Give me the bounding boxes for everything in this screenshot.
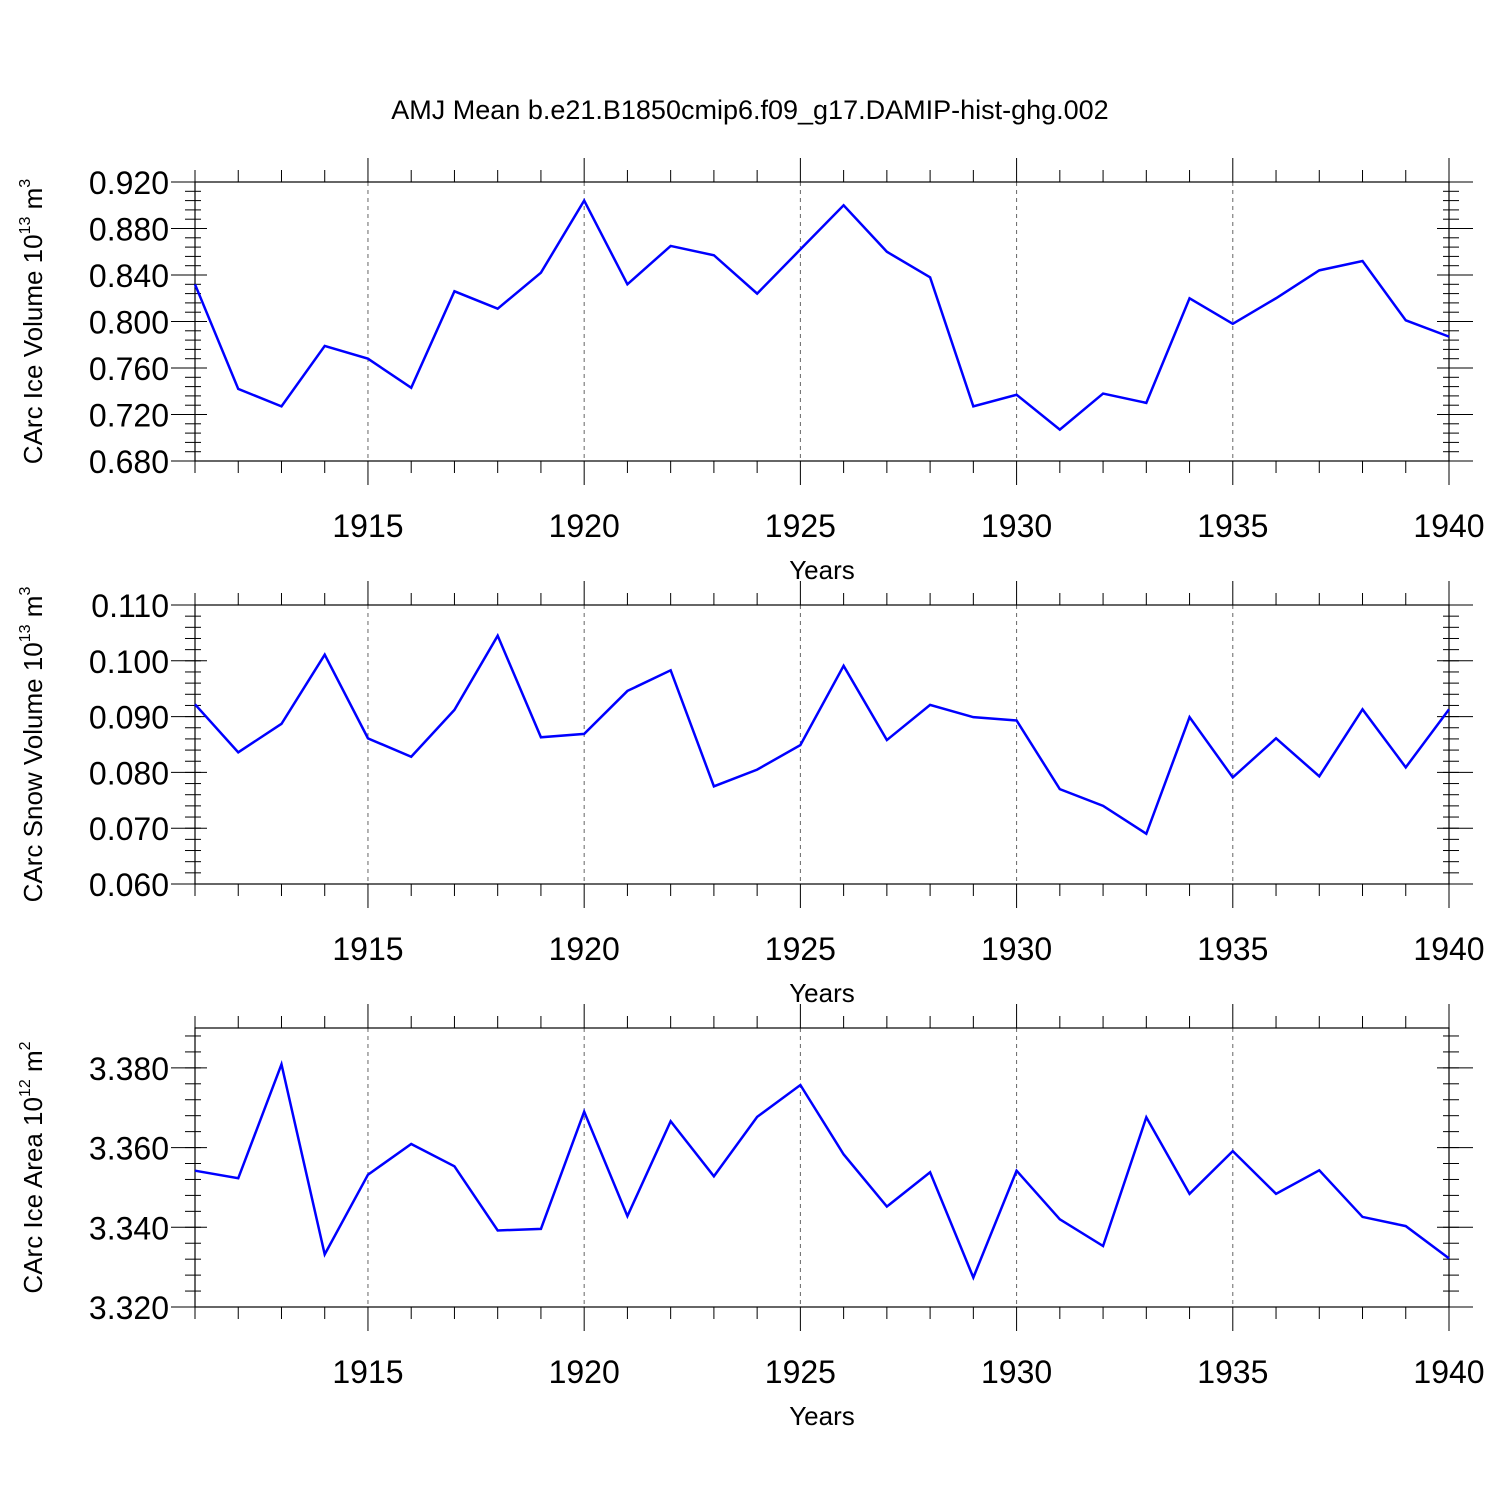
- y-tick-label: 0.060: [89, 867, 169, 903]
- y-axis-title-part: m: [18, 188, 48, 217]
- y-axis-title-part: 10: [18, 234, 48, 263]
- x-axis-title: Years: [789, 555, 855, 585]
- y-tick-label: 0.920: [89, 165, 169, 201]
- x-tick-label: 1935: [1197, 1354, 1268, 1390]
- x-tick-label: 1930: [981, 931, 1052, 967]
- y-axis-title-part: 10: [18, 1097, 48, 1126]
- x-tick-label: 1915: [332, 931, 403, 967]
- x-tick-label: 1940: [1413, 1354, 1484, 1390]
- series-line: [193, 198, 1450, 432]
- series-line: [194, 1059, 1450, 1281]
- y-axis-title: CArc Ice Volume 1013 m3: [17, 179, 48, 464]
- plot-frame: [194, 181, 1450, 462]
- x-tick-label: 1925: [765, 931, 836, 967]
- x-tick-label: 1915: [332, 508, 403, 544]
- figure-title: AMJ Mean b.e21.B1850cmip6.f09_g17.DAMIP-…: [391, 95, 1108, 125]
- y-tick-label: 3.340: [89, 1210, 169, 1246]
- x-tick-label: 1925: [765, 1354, 836, 1390]
- x-tick-label: 1920: [549, 931, 620, 967]
- y-tick-label: 0.070: [89, 811, 169, 847]
- y-axis-title: CArc Snow Volume 1013 m3: [17, 587, 48, 903]
- y-axis-title-part: CArc Ice Volume: [18, 263, 48, 464]
- y-axis-title-part: 10: [18, 642, 48, 671]
- y-tick-label: 3.380: [89, 1051, 169, 1087]
- y-tick-label: 0.800: [89, 305, 169, 341]
- y-axis-title-part: 13: [17, 217, 34, 235]
- x-tick-label: 1930: [981, 508, 1052, 544]
- y-tick-label: 0.720: [89, 398, 169, 434]
- y-axis-title-part: 3: [17, 587, 34, 596]
- x-tick-label: 1935: [1197, 931, 1268, 967]
- x-tick-label: 1930: [981, 1354, 1052, 1390]
- y-tick-label: 0.680: [89, 444, 169, 480]
- y-axis-title-part: m: [18, 1050, 48, 1079]
- y-tick-label: 3.320: [89, 1290, 169, 1326]
- chart-panel-2: 0.060 0.070 0.080 0.090 0.100 0.110 1915 1920 19…: [17, 581, 1485, 1008]
- x-tick-label: 1920: [549, 508, 620, 544]
- series-line: [194, 632, 1451, 836]
- x-axis-title: Years: [789, 978, 855, 1008]
- y-tick-label: 0.080: [89, 755, 169, 791]
- x-axis-title: Years: [789, 1401, 855, 1431]
- y-tick-label: 0.090: [89, 700, 169, 736]
- y-axis-title-part: CArc Ice Area: [18, 1126, 48, 1294]
- y-axis-title-part: CArc Snow Volume: [18, 671, 48, 902]
- x-tick-label: 1935: [1197, 508, 1268, 544]
- y-axis-title-part: 12: [17, 1079, 34, 1097]
- x-tick-label: 1920: [549, 1354, 620, 1390]
- y-tick-label: 0.840: [89, 258, 169, 294]
- x-tick-label: 1940: [1413, 931, 1484, 967]
- chart-panel-3: 3.320 3.340 3.360 3.380 1915 1920 1925 1930 1935…: [17, 1004, 1485, 1431]
- plot-frame: [194, 1027, 1450, 1308]
- y-tick-label: 0.110: [91, 588, 169, 624]
- y-axis-title-part: m: [18, 596, 48, 625]
- y-axis-title-part: 3: [17, 179, 34, 188]
- chart-panels: 0.680 0.720 0.760 0.800 0.840 0.880 0.920 1915 1…: [17, 158, 1485, 1431]
- x-tick-label: 1915: [332, 1354, 403, 1390]
- x-tick-label: 1925: [765, 508, 836, 544]
- y-tick-label: 0.880: [89, 212, 169, 248]
- x-tick-label: 1940: [1413, 508, 1484, 544]
- y-axis-title: CArc Ice Area 1012 m2: [17, 1041, 48, 1293]
- y-tick-label: 3.360: [89, 1131, 169, 1167]
- y-tick-label: 0.760: [89, 351, 169, 387]
- plot-frame: [194, 604, 1450, 885]
- y-tick-label: 0.100: [89, 644, 169, 680]
- y-axis-title-part: 2: [17, 1041, 34, 1050]
- y-axis-title-part: 13: [17, 624, 34, 642]
- chart-panel-1: 0.680 0.720 0.760 0.800 0.840 0.880 0.920 1915 1…: [17, 158, 1485, 585]
